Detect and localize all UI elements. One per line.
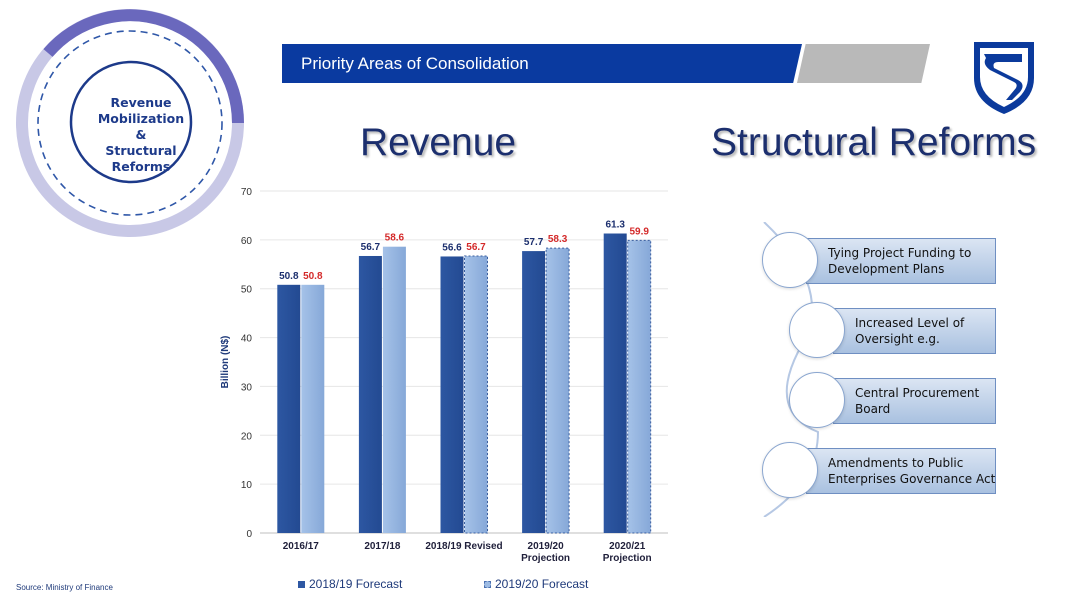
data-label: 57.7 [524, 237, 544, 248]
data-label: 58.3 [548, 234, 568, 245]
legend-label: 2019/20 Forecast [495, 577, 589, 591]
y-tick-label: 10 [241, 480, 253, 491]
bar-forecast-2019-20 [545, 247, 570, 534]
header-banner [282, 44, 802, 83]
reform-text: Central Procurement Board [855, 386, 980, 416]
bar-forecast-2018-19 [277, 284, 301, 533]
legend-item-2018-19: 2018/19 Forecast [298, 577, 402, 591]
reform-bullet-circle [789, 302, 845, 358]
header-banner-accent [797, 44, 930, 83]
data-label: 58.6 [385, 233, 405, 244]
bar-forecast-2018-19 [522, 251, 546, 533]
reform-text: Amendments to Public Enterprises Governa… [828, 456, 996, 486]
y-tick-label: 30 [241, 382, 253, 393]
y-tick-label: 70 [241, 187, 253, 198]
y-tick-label: 20 [241, 431, 253, 442]
y-tick-label: 0 [246, 529, 252, 540]
bar-forecast-2018-19 [440, 256, 464, 533]
structural-reforms-heading: Structural Reforms [711, 121, 1037, 164]
legend-swatch [484, 581, 491, 588]
reform-item: Central Procurement Board [833, 378, 996, 424]
reform-bullet-circle [762, 232, 818, 288]
legend-item-2019-20: 2019/20 Forecast [484, 577, 588, 591]
x-tick-label: 2017/18 [364, 541, 401, 552]
data-label: 50.8 [303, 271, 323, 282]
reform-text: Tying Project Funding to Development Pla… [828, 246, 972, 276]
x-tick-label: 2016/17 [283, 541, 320, 552]
badge-title: Revenue Mobilization & Structural Reform… [97, 95, 185, 174]
reform-text: Increased Level of Oversight e.g. [855, 316, 965, 346]
x-tick-label: 2018/19 Revised [425, 541, 502, 552]
data-label: 56.6 [442, 242, 462, 253]
revenue-heading: Revenue [360, 121, 517, 164]
y-axis-label: Billion (N$) [220, 336, 231, 389]
bar-forecast-2018-19 [603, 233, 627, 533]
data-label: 59.9 [629, 226, 649, 237]
data-label: 56.7 [466, 242, 486, 253]
topic-badge: Revenue Mobilization & Structural Reform… [10, 8, 250, 238]
x-tick-label: Projection [603, 553, 652, 564]
bar-forecast-2019-20 [301, 284, 325, 533]
bank-shield-logo-icon [974, 42, 1034, 114]
bar-forecast-2019-20 [464, 255, 488, 534]
legend-swatch [298, 581, 305, 588]
badge-rings [16, 9, 244, 237]
bar-forecast-2019-20 [382, 246, 406, 533]
reform-bullet-circle [762, 442, 818, 498]
x-tick-label: 2019/20 [528, 541, 565, 552]
reform-bullet-circle [789, 372, 845, 428]
legend-label: 2018/19 Forecast [309, 577, 403, 591]
reform-item: Increased Level of Oversight e.g. [833, 308, 996, 354]
y-tick-label: 40 [241, 334, 253, 345]
data-label: 61.3 [605, 220, 625, 231]
reform-item: Tying Project Funding to Development Pla… [806, 238, 996, 284]
x-tick-label: Projection [521, 553, 570, 564]
revenue-bar-chart: 0 10 20 30 40 50 60 70 Billion (N$) 50.8 50.8 2016/… [220, 187, 668, 564]
data-label: 56.7 [361, 242, 381, 253]
banner-title: Priority Areas of Consolidation [301, 54, 529, 73]
source-note: Source: Ministry of Finance [16, 583, 113, 592]
bar-forecast-2019-20 [627, 239, 652, 534]
y-tick-label: 60 [241, 236, 253, 247]
reform-item: Amendments to Public Enterprises Governa… [806, 448, 996, 494]
data-label: 50.8 [279, 271, 299, 282]
y-tick-label: 50 [241, 285, 253, 296]
bar-forecast-2018-19 [358, 255, 382, 533]
x-tick-label: 2020/21 [609, 541, 646, 552]
